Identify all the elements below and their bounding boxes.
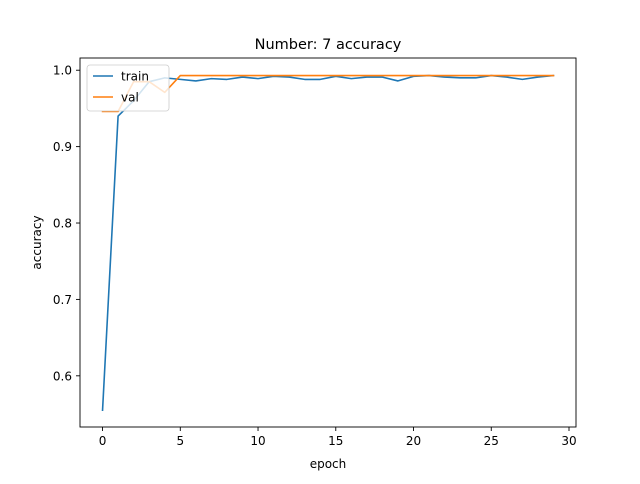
- legend-label-val: val: [121, 91, 139, 105]
- y-tick-label-0.9: 0.9: [53, 140, 72, 154]
- x-tick-label-25: 25: [484, 434, 499, 448]
- y-tick-label-0.6: 0.6: [53, 369, 72, 383]
- chart-title: Number: 7 accuracy: [255, 37, 402, 53]
- x-tick-label-30: 30: [561, 434, 576, 448]
- x-tick-label-5: 5: [176, 434, 184, 448]
- y-tick-label-1.0: 1.0: [53, 64, 72, 78]
- y-axis-label: accuracy: [30, 215, 44, 269]
- y-tick-label-0.7: 0.7: [53, 293, 72, 307]
- legend-label-train: train: [121, 70, 149, 84]
- x-tick-label-0: 0: [99, 434, 107, 448]
- x-tick-label-15: 15: [328, 434, 343, 448]
- x-axis-label: epoch: [310, 457, 347, 471]
- x-tick-label-10: 10: [250, 434, 265, 448]
- y-tick-label-0.8: 0.8: [53, 217, 72, 231]
- legend: train val: [87, 65, 169, 111]
- x-tick-label-20: 20: [406, 434, 421, 448]
